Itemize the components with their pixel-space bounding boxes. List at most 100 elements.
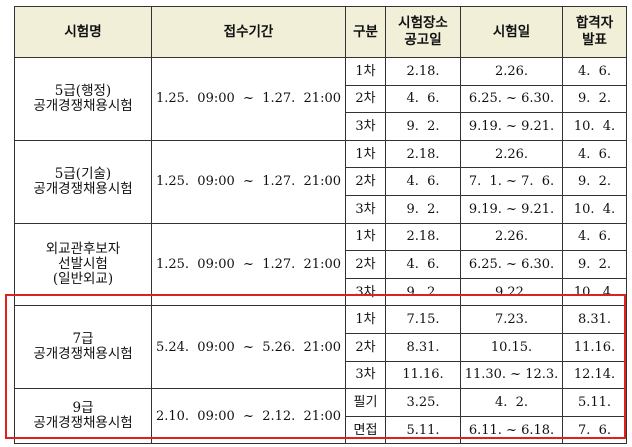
exam-name-line: 공개경쟁채용시험: [33, 97, 133, 114]
header-exam-name: 시험명: [14, 6, 152, 58]
exam-name-line: 공개경쟁채용시험: [33, 415, 133, 432]
exam-date-cell: 10.15.: [460, 332, 563, 362]
table-row: 9급 공개경쟁채용시험 2.10. 09:00 ~ 2.12. 21:00 필기 3.2…: [14, 388, 627, 445]
table-row: 3차 9. 2. 9.19. ~ 9.21. 10. 4.: [15, 194, 627, 224]
table-row: 5급(행정) 공개경쟁채용시험 1.25. 09:00 ~ 1.27. 21:00 1…: [14, 57, 627, 141]
exam-date-cell: 9.22.: [460, 277, 563, 307]
table-row: 3차 9. 2. 9.19. ~ 9.21. 10. 4.: [15, 112, 627, 141]
round-cell: 1차: [345, 305, 386, 334]
application-period-cell: 1.25. 09:00 ~ 1.27. 21:00: [151, 139, 346, 224]
exam-name-line: 공개경쟁채용시험: [33, 180, 133, 197]
result-announcement-cell: 9. 2.: [562, 167, 627, 196]
table-row: 5급(기술) 공개경쟁채용시험 1.25. 09:00 ~ 1.27. 21:00 1…: [14, 139, 627, 224]
venue-notice-cell: 2.18.: [385, 57, 461, 86]
round-cell: 2차: [345, 332, 386, 362]
result-announcement-cell: 4. 6.: [562, 222, 627, 252]
exam-name-line: 9급: [72, 400, 94, 417]
header-row: 시험명 접수기간 구분 시험장소 공고일 시험일 합격자 발표: [14, 6, 627, 58]
venue-notice-cell: 9. 2.: [385, 277, 461, 307]
result-announcement-cell: 9. 2.: [562, 250, 627, 279]
venue-notice-cell: 3.25.: [385, 388, 461, 417]
table-row: 2차 4. 6. 6.25. ~ 6.30. 9. 2.: [15, 250, 627, 279]
venue-notice-cell: 8.31.: [385, 332, 461, 362]
venue-notice-cell: 11.16.: [385, 360, 461, 390]
header-venue-line1: 시험장소: [398, 15, 448, 31]
exam-date-cell: 7. 1. ~ 7. 6.: [460, 167, 563, 196]
venue-notice-cell: 2.18.: [385, 139, 461, 169]
exam-name-cell: 5급(행정) 공개경쟁채용시험: [14, 57, 152, 141]
exam-date-cell: 4. 2.: [460, 388, 563, 417]
table-row: 7급 공개경쟁채용시험 5.24. 09:00 ~ 5.26. 21:00 1차 7.1…: [14, 305, 627, 390]
round-cell: 1차: [345, 139, 386, 169]
round-cell: 2차: [345, 167, 386, 196]
exam-date-cell: 2.26.: [460, 222, 563, 252]
result-announcement-cell: 10. 4.: [562, 277, 627, 307]
header-result-line1: 합격자: [575, 15, 614, 31]
exam-name-line: 5급(행정): [54, 82, 112, 99]
exam-date-cell: 6.11. ~ 6.18.: [460, 415, 563, 445]
exam-date-cell: 9.19. ~ 9.21.: [460, 194, 563, 224]
exam-schedule-table: 시험명 접수기간 구분 시험장소 공고일 시험일 합격자 발표 5급(행정) 공개경쟁…: [14, 6, 627, 445]
table-row: 2차 4. 6. 7. 1. ~ 7. 6. 9. 2.: [15, 167, 627, 196]
result-announcement-cell: 4. 6.: [562, 57, 627, 86]
header-round: 구분: [345, 6, 386, 58]
round-cell: 3차: [345, 360, 386, 390]
exam-name-cell: 9급 공개경쟁채용시험: [14, 388, 152, 445]
table-row: 외교관후보자 선발시험 (일반외교) 1.25. 09:00 ~ 1.27. 21:0…: [14, 222, 627, 307]
exam-name-cell: 외교관후보자 선발시험 (일반외교): [14, 222, 152, 307]
header-result-announcement: 합격자 발표: [562, 6, 627, 58]
round-cell: 3차: [345, 194, 386, 224]
header-venue-line2: 공고일: [404, 32, 442, 48]
round-cell: 3차: [345, 277, 386, 307]
round-cell: 필기: [345, 388, 386, 417]
result-announcement-cell: 10. 4.: [562, 194, 627, 224]
exam-date-cell: 11.30. ~ 12.3.: [460, 360, 563, 390]
venue-notice-cell: 4. 6.: [385, 167, 461, 196]
exam-name-line: 공개경쟁채용시험: [33, 346, 133, 363]
application-period-cell: 1.25. 09:00 ~ 1.27. 21:00: [151, 57, 346, 141]
venue-notice-cell: 5.11.: [385, 415, 461, 445]
exam-date-cell: 7.23.: [460, 305, 563, 334]
exam-date-cell: 2.26.: [460, 57, 563, 86]
application-period-cell: 5.24. 09:00 ~ 5.26. 21:00: [151, 305, 346, 390]
exam-name-line: 외교관후보자: [45, 240, 121, 257]
exam-date-cell: 6.25. ~ 6.30.: [460, 250, 563, 279]
header-exam-date: 시험일: [460, 6, 563, 58]
exam-name-line: 7급: [72, 331, 94, 348]
round-cell: 1차: [345, 222, 386, 252]
result-announcement-cell: 8.31.: [562, 305, 627, 334]
schedule-body: 5급(행정) 공개경쟁채용시험 1.25. 09:00 ~ 1.27. 21:00 1…: [14, 57, 627, 445]
application-period-cell: 2.10. 09:00 ~ 2.12. 21:00: [151, 388, 346, 445]
exam-date-cell: 9.19. ~ 9.21.: [460, 112, 563, 141]
result-announcement-cell: 7. 6.: [562, 415, 627, 445]
venue-notice-cell: 4. 6.: [385, 84, 461, 114]
result-announcement-cell: 9. 2.: [562, 84, 627, 114]
venue-notice-cell: 2.18.: [385, 222, 461, 252]
round-cell: 면접: [345, 415, 386, 445]
table-row: 3차 11.16. 11.30. ~ 12.3. 12.14.: [15, 360, 627, 390]
round-cell: 2차: [345, 250, 386, 279]
application-period-cell: 1.25. 09:00 ~ 1.27. 21:00: [151, 222, 346, 307]
exam-name-line: (일반외교): [52, 270, 114, 287]
exam-name-line: 선발시험: [58, 255, 108, 272]
result-announcement-cell: 5.11.: [562, 388, 627, 417]
result-announcement-cell: 4. 6.: [562, 139, 627, 169]
round-cell: 3차: [345, 112, 386, 141]
table-row: 2차 8.31. 10.15. 11.16.: [15, 332, 627, 362]
result-announcement-cell: 10. 4.: [562, 112, 627, 141]
header-application-period: 접수기간: [151, 6, 346, 58]
exam-date-cell: 2.26.: [460, 139, 563, 169]
exam-name-cell: 7급 공개경쟁채용시험: [14, 305, 152, 390]
table-row: 2차 4. 6. 6.25. ~ 6.30. 9. 2.: [15, 84, 627, 114]
header-result-line2: 발표: [582, 32, 607, 48]
result-announcement-cell: 12.14.: [562, 360, 627, 390]
venue-notice-cell: 9. 2.: [385, 112, 461, 141]
venue-notice-cell: 4. 6.: [385, 250, 461, 279]
round-cell: 2차: [345, 84, 386, 114]
exam-name-line: 5급(기술): [54, 165, 112, 182]
table-row: 면접 5.11. 6.11. ~ 6.18. 7. 6.: [15, 415, 627, 445]
header-venue-notice: 시험장소 공고일: [385, 6, 461, 58]
venue-notice-cell: 9. 2.: [385, 194, 461, 224]
exam-date-cell: 6.25. ~ 6.30.: [460, 84, 563, 114]
exam-name-cell: 5급(기술) 공개경쟁채용시험: [14, 139, 152, 224]
